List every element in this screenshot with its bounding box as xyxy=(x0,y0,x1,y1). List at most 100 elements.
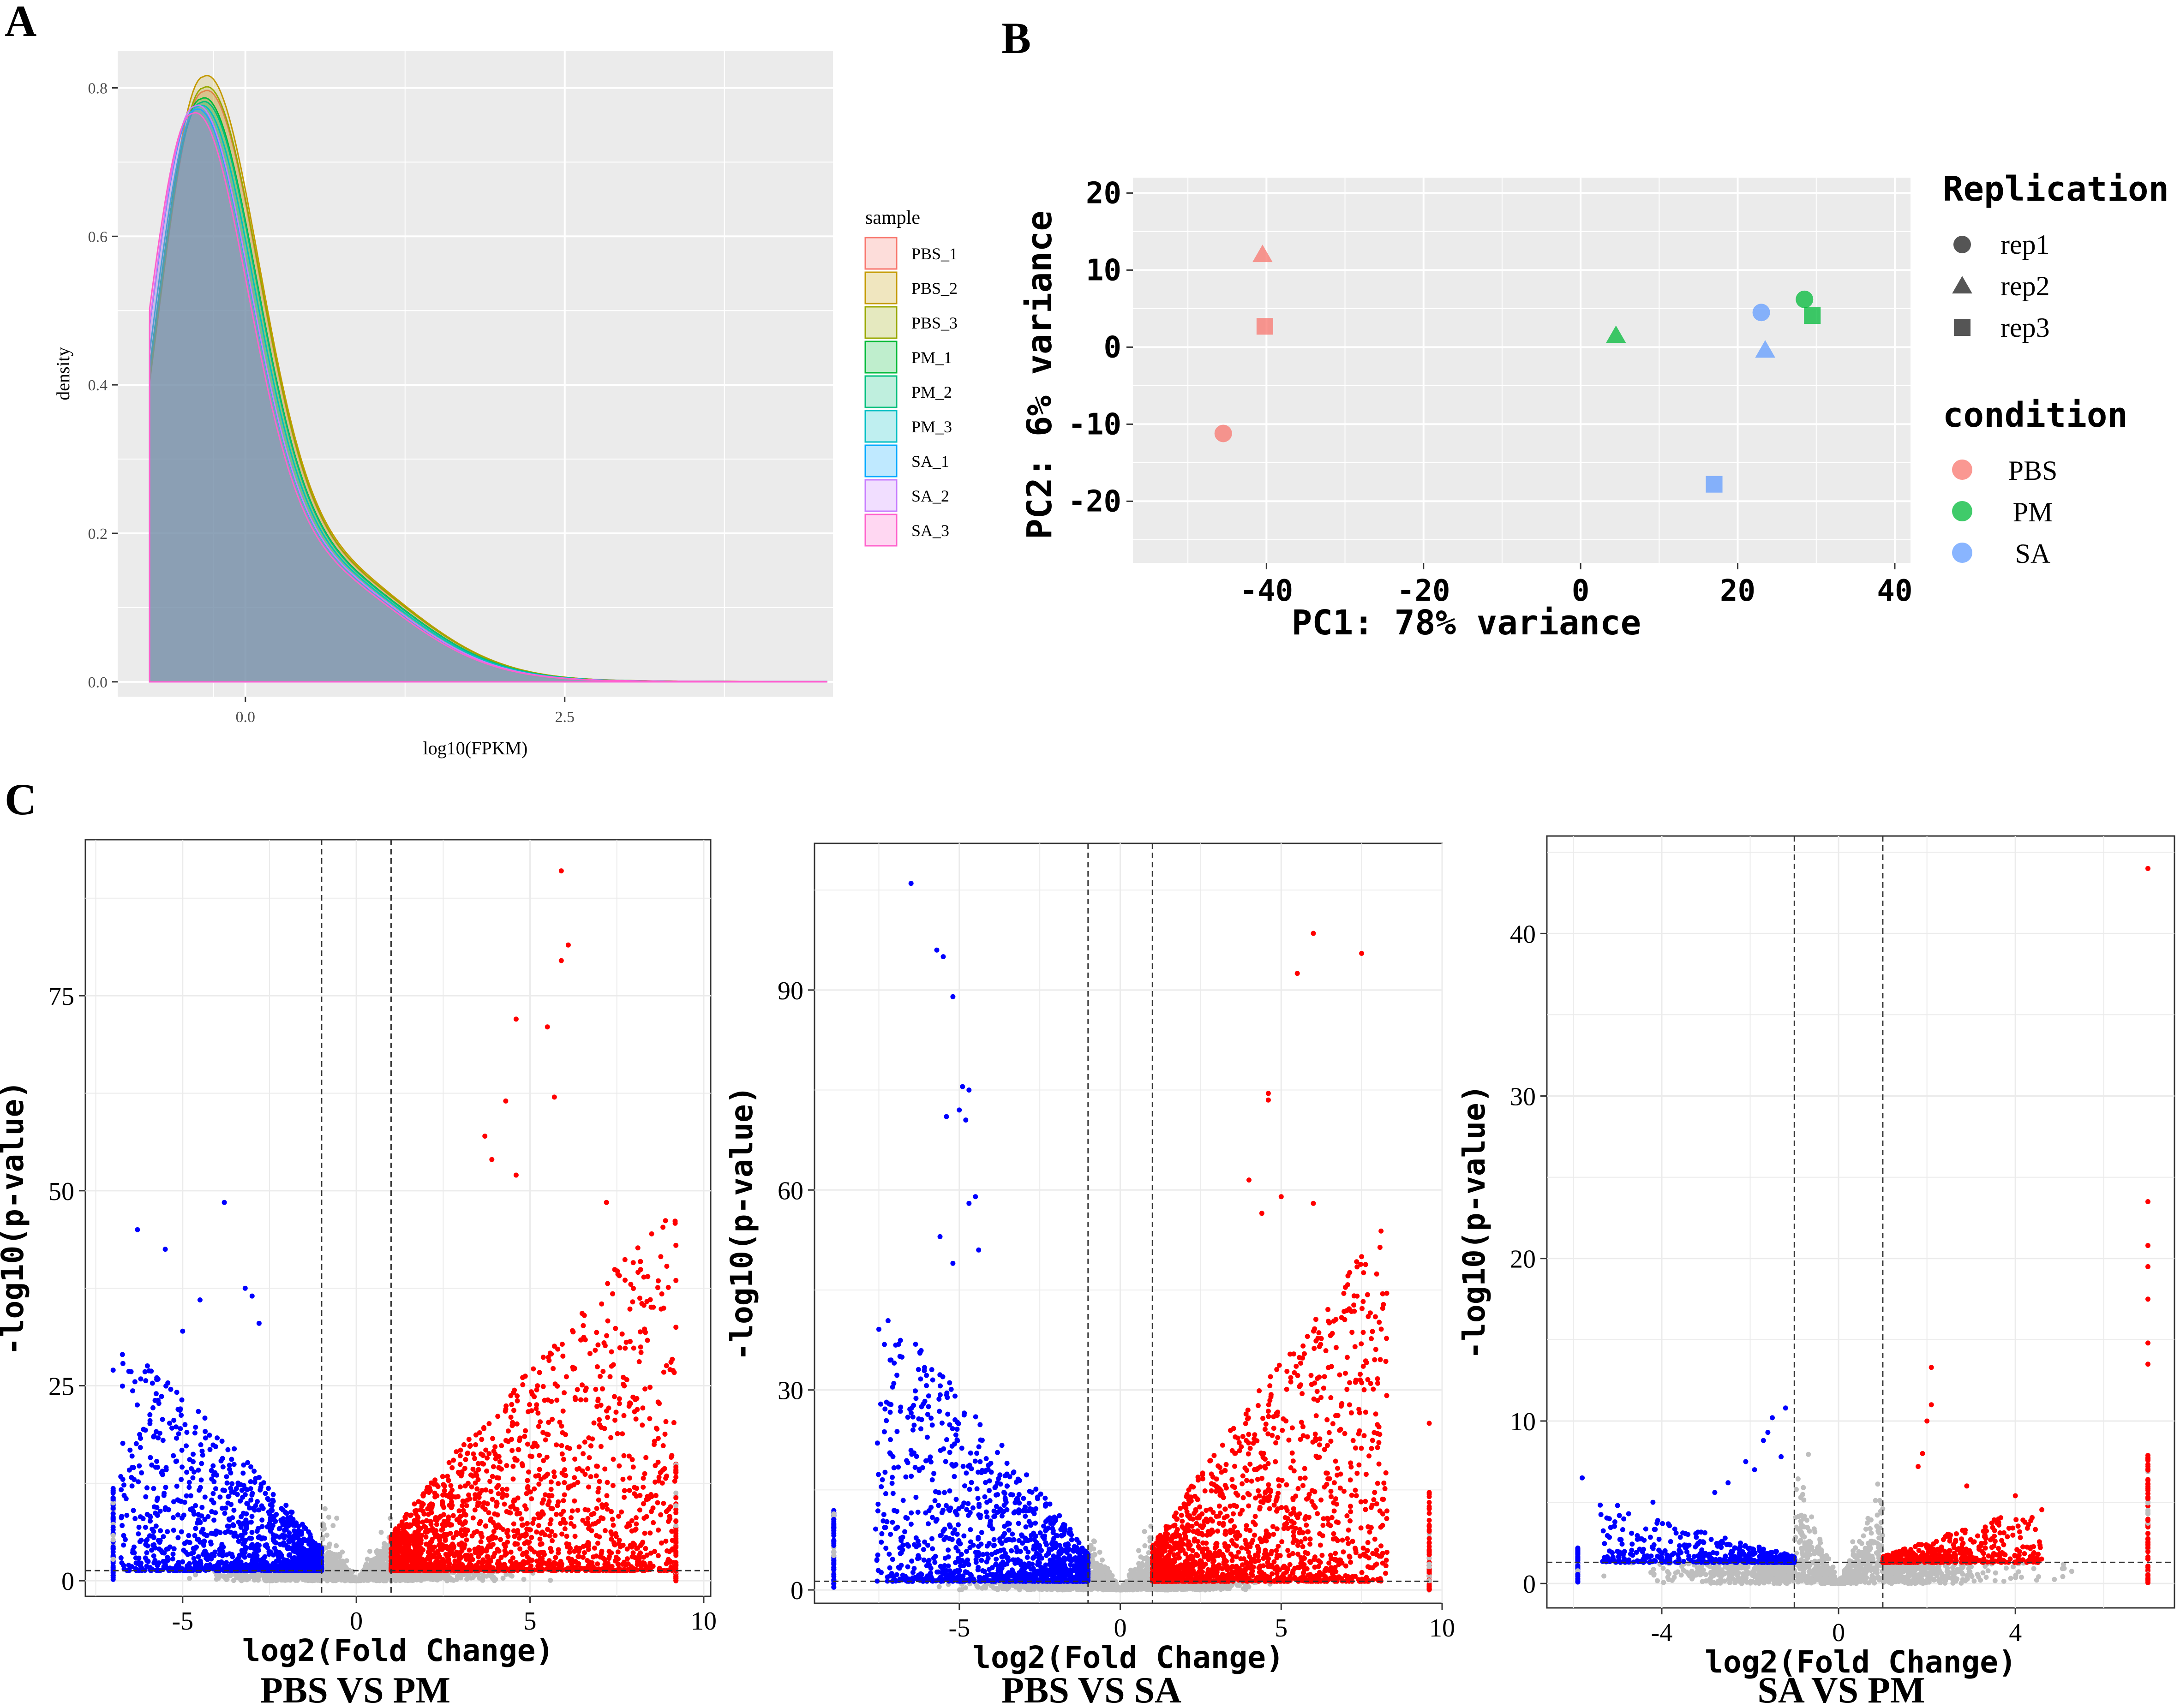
pbs-vs-pm-point-up xyxy=(447,1561,452,1566)
pbs-vs-pm-point-up-edge xyxy=(673,1519,679,1524)
pbs-vs-pm-point-up xyxy=(546,1493,552,1498)
pbs-vs-pm-point-up xyxy=(576,1554,582,1559)
pbs-vs-pm-point-up xyxy=(561,1498,566,1504)
density-y-tick-label: 0.6 xyxy=(88,228,108,245)
pbs-vs-pm-point-up xyxy=(465,1451,470,1456)
pbs-vs-pm-point-up xyxy=(632,1527,638,1533)
pbs-vs-pm-point-up xyxy=(554,1511,559,1517)
pbs-vs-pm-point-down xyxy=(192,1430,198,1436)
pbs-vs-pm-point-down xyxy=(229,1489,235,1494)
pbs-vs-pm-point-up xyxy=(582,1507,588,1512)
pbs-vs-pm-point-up-edge xyxy=(673,1528,679,1533)
pbs-vs-pm-point-ns xyxy=(367,1548,372,1554)
pbs-vs-pm-point-up xyxy=(494,1499,499,1505)
pbs-vs-pm-point-up xyxy=(520,1552,525,1557)
pbs-vs-pm-point-up xyxy=(595,1398,601,1403)
pbs-vs-pm-point-down xyxy=(175,1562,180,1567)
pbs-vs-pm-point-up xyxy=(605,1281,611,1286)
pbs-vs-pm-point-ns xyxy=(294,1577,300,1583)
pbs-vs-pm-point-up xyxy=(476,1549,481,1554)
pbs-vs-pm-point-down xyxy=(294,1564,300,1570)
pbs-vs-pm-point-down xyxy=(213,1486,218,1492)
pbs-vs-pm-point-up xyxy=(616,1565,622,1571)
pca-x-tick-label: 20 xyxy=(1720,574,1755,608)
pbs-vs-pm-point-up xyxy=(483,1523,488,1529)
pbs-vs-pm-point-down xyxy=(204,1533,210,1539)
pbs-vs-pm-point-up xyxy=(479,1487,485,1493)
pbs-vs-pm-point-up xyxy=(500,1487,505,1492)
pbs-vs-pm-point-up xyxy=(428,1507,434,1512)
pbs-vs-pm-point-up xyxy=(520,1463,526,1469)
pbs-vs-pm-point-down xyxy=(192,1469,197,1475)
pbs-vs-pm-point-down xyxy=(283,1510,288,1515)
pbs-vs-pm-point-up xyxy=(511,1408,516,1413)
pbs-vs-pm-point-up xyxy=(661,1369,666,1375)
pbs-vs-pm-point-up xyxy=(640,1422,645,1428)
pbs-vs-pm-point-down xyxy=(242,1492,248,1497)
pbs-vs-pm-point-up xyxy=(562,1526,568,1532)
pbs-vs-pm-point-ns xyxy=(500,1576,506,1581)
pbs-vs-pm-point-down-top xyxy=(135,1227,140,1232)
pbs-vs-pm-point-up xyxy=(621,1413,627,1418)
pbs-vs-pm-point-down xyxy=(247,1535,252,1541)
pbs-vs-pm-point-ns xyxy=(274,1577,280,1583)
pbs-vs-pm-point-ns xyxy=(503,1571,509,1577)
pbs-vs-pm-point-up xyxy=(449,1465,455,1470)
pbs-vs-pm-point-up-edge xyxy=(673,1578,679,1583)
pbs-vs-pm-point-up xyxy=(580,1468,585,1474)
pbs-vs-pm-point-down xyxy=(156,1401,162,1406)
pbs-vs-pm-point-up xyxy=(449,1487,455,1493)
pbs-vs-pm-point-up xyxy=(439,1545,444,1550)
pbs-vs-pm-point-down xyxy=(224,1474,229,1480)
pbs-vs-pm-point-up xyxy=(548,1479,554,1485)
pbs-vs-pm-point-down xyxy=(238,1498,243,1504)
pbs-vs-pm-point-up xyxy=(551,1469,557,1475)
pbs-vs-pm-point-down xyxy=(175,1512,180,1517)
pbs-vs-pm-point-up xyxy=(522,1503,527,1509)
pbs-vs-pm-point-up xyxy=(547,1533,552,1539)
pbs-vs-pm-point-down xyxy=(163,1467,169,1473)
pbs-vs-pm-point-down xyxy=(188,1493,193,1499)
pbs-vs-pm-point-up xyxy=(406,1537,411,1542)
pbs-vs-pm-point-ns xyxy=(374,1549,379,1554)
pbs-vs-pm-point-up xyxy=(604,1502,609,1507)
pbs-vs-pm-point-down xyxy=(271,1538,276,1543)
pbs-vs-pm-point-down xyxy=(286,1538,292,1543)
pbs-vs-pm-point-up-top xyxy=(503,1098,509,1104)
density-legend-swatch-sa-2 xyxy=(864,479,898,512)
pca-point-pbs-rep3 xyxy=(1256,318,1273,335)
pbs-vs-pm-point-down xyxy=(179,1397,185,1403)
pbs-vs-pm-point-up xyxy=(492,1444,498,1450)
pbs-vs-pm-point-up xyxy=(635,1562,640,1567)
pbs-vs-pm-point-ns xyxy=(323,1577,329,1582)
pbs-vs-pm-point-up xyxy=(492,1451,498,1457)
pbs-vs-pm-point-up xyxy=(645,1274,651,1279)
pbs-vs-pm-point-down xyxy=(132,1379,138,1385)
pbs-vs-pm-point-ns xyxy=(258,1572,264,1578)
pbs-vs-pm-point-down xyxy=(277,1564,282,1569)
pbs-vs-pm-point-up xyxy=(505,1534,511,1539)
pbs-vs-pm-point-down xyxy=(254,1529,260,1534)
pbs-vs-pm-point-up xyxy=(536,1523,541,1529)
pbs-vs-pm-point-ns xyxy=(363,1564,368,1569)
pbs-vs-pm-point-ns xyxy=(336,1554,341,1560)
pbs-vs-pm-point-down xyxy=(303,1526,308,1531)
pca-point-pm-rep3 xyxy=(1804,307,1821,324)
pbs-vs-pm-point-up xyxy=(466,1492,472,1498)
pbs-vs-pm-point-up xyxy=(555,1346,561,1352)
pbs-vs-pm-point-up xyxy=(616,1513,621,1519)
pbs-vs-pm-point-down xyxy=(258,1487,263,1493)
pbs-vs-pm-point-up xyxy=(617,1463,622,1469)
pbs-vs-pm-point-up xyxy=(610,1517,615,1522)
pbs-vs-pm-point-up xyxy=(474,1486,480,1492)
pbs-vs-pm-point-up xyxy=(542,1552,547,1557)
pca-legend-pbs-label: PBS xyxy=(2008,455,2058,486)
pbs-vs-pm-point-down xyxy=(264,1542,270,1547)
pbs-vs-pm-point-down xyxy=(262,1554,268,1559)
pbs-vs-pm-point-down xyxy=(144,1564,150,1569)
pbs-vs-pm-point-up xyxy=(464,1503,469,1509)
pbs-vs-pm-point-down xyxy=(138,1445,143,1450)
pbs-vs-pm-point-up xyxy=(540,1355,546,1360)
pbs-vs-pm-point-up xyxy=(593,1348,598,1353)
pbs-vs-pm-point-up xyxy=(572,1457,578,1462)
